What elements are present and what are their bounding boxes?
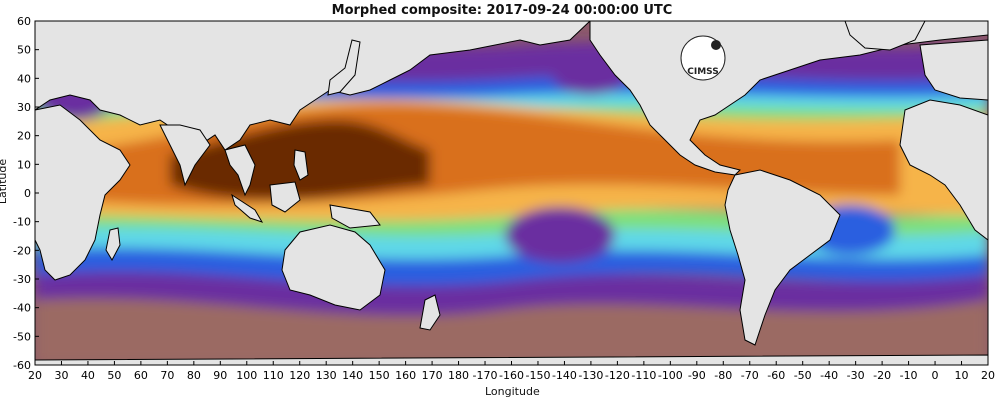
x-tick-label: -120 <box>605 369 630 382</box>
australia-land <box>281 224 386 311</box>
x-tick-label: 100 <box>236 369 257 382</box>
x-tick-label: 0 <box>932 369 939 382</box>
x-tick-label: 150 <box>369 369 390 382</box>
x-tick-label: 20 <box>981 369 995 382</box>
y-tick-label: 50 <box>17 44 31 57</box>
philippines-land <box>293 149 309 181</box>
india-land <box>159 124 211 187</box>
x-tick-label: 20 <box>28 369 42 382</box>
nz-land <box>419 294 441 331</box>
japan-land <box>327 39 361 96</box>
x-tick-label: -110 <box>631 369 656 382</box>
y-tick-label: -20 <box>13 244 31 257</box>
x-tick-label: -90 <box>688 369 706 382</box>
south-america-land <box>724 169 841 346</box>
x-tick-label: -130 <box>578 369 603 382</box>
y-tick-label: 40 <box>17 72 31 85</box>
map-title: Morphed composite: 2017-09-24 00:00:00 U… <box>331 3 673 18</box>
x-tick-label: -40 <box>820 369 838 382</box>
x-axis-label: Longitude <box>485 385 540 398</box>
x-tick-label: 40 <box>81 369 95 382</box>
x-tick-label: 110 <box>263 369 284 382</box>
x-tick-label: -60 <box>767 369 785 382</box>
y-tick-label: -10 <box>13 216 31 229</box>
x-tick-label: 140 <box>342 369 363 382</box>
y-tick-label: 30 <box>17 101 31 114</box>
greenland-land <box>844 21 926 51</box>
land-masses <box>35 21 988 365</box>
y-tick-label: 20 <box>17 130 31 143</box>
logo-text: CIMSS <box>687 67 718 77</box>
x-tick-label: 180 <box>448 369 469 382</box>
seasia-land <box>224 144 256 197</box>
x-tick-label: 80 <box>187 369 201 382</box>
y-tick-label: -50 <box>13 330 31 343</box>
borneo-land <box>269 181 301 213</box>
y-tick-label: -30 <box>13 273 31 286</box>
x-tick-label: -30 <box>847 369 865 382</box>
x-tick-label: -170 <box>473 369 498 382</box>
y-tick-label: 0 <box>24 187 31 200</box>
sumatra-land <box>231 193 264 223</box>
x-tick-label: 60 <box>134 369 148 382</box>
x-tick-label: 10 <box>955 369 969 382</box>
x-tick-label: 50 <box>107 369 121 382</box>
x-tick-label: -160 <box>499 369 524 382</box>
x-tick-label: -70 <box>741 369 759 382</box>
x-tick-label: 30 <box>54 369 68 382</box>
x-tick-label: 90 <box>213 369 227 382</box>
x-tick-label: -50 <box>794 369 812 382</box>
x-tick-label: -10 <box>900 369 918 382</box>
y-tick-label: -60 <box>13 359 31 372</box>
y-tick-label: 10 <box>17 158 31 171</box>
y-tick-label: -40 <box>13 302 31 315</box>
x-tick-label: 170 <box>422 369 443 382</box>
newguinea-land <box>329 204 381 229</box>
x-tick-label: -140 <box>552 369 577 382</box>
africa-west-land <box>899 99 988 241</box>
x-tick-label: 120 <box>289 369 310 382</box>
madagascar-land <box>105 227 121 262</box>
x-tick-label: -150 <box>525 369 550 382</box>
y-tick-label: 60 <box>17 15 31 28</box>
x-tick-label: 160 <box>395 369 416 382</box>
x-tick-label: 70 <box>160 369 174 382</box>
x-tick-label: -20 <box>873 369 891 382</box>
y-axis: 60 50 40 30 20 10 0 -10 -20 -30 -40 -50 -60 <box>13 15 39 372</box>
europe-land <box>919 39 988 101</box>
cimss-logo: CIMSS <box>680 35 726 81</box>
x-tick-label: -80 <box>714 369 732 382</box>
x-tick-label: 130 <box>316 369 337 382</box>
africa-land <box>35 104 131 281</box>
x-tick-label: -100 <box>658 369 683 382</box>
x-axis: 20 30 40 50 60 70 80 90 100 110 120 130 140 150 160 170… <box>28 361 995 382</box>
